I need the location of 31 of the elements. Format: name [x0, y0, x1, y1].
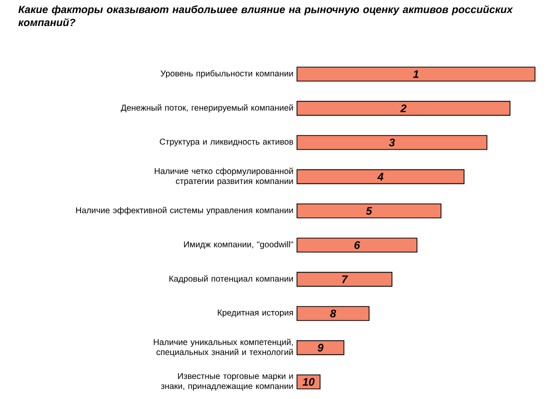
- bar: [296, 374, 320, 390]
- annotation: 9: [318, 344, 324, 352]
- y-tick-label: Денежный поток, генерируемый компанией: [120, 104, 293, 112]
- annotation: 1: [413, 70, 418, 78]
- annotation: 8: [330, 310, 336, 318]
- bar: [296, 340, 344, 356]
- annotation: 7: [342, 276, 348, 284]
- bar: [296, 238, 418, 252]
- annotation: 6: [354, 241, 360, 249]
- annotation: 10: [302, 378, 315, 386]
- bar: [296, 306, 370, 321]
- bar: [296, 135, 488, 150]
- bar: [296, 204, 442, 218]
- annotation: 3: [388, 138, 395, 146]
- y-tick-label: Кредитная история: [218, 310, 293, 318]
- annotation: 2: [400, 104, 406, 112]
- chart-title: Какие факторы оказывают наибольшее влияние на рыночную оценку активов российских компаний?: [18, 5, 514, 26]
- y-tick-label: Уровень прибыльности компании: [160, 70, 293, 78]
- annotation: 4: [377, 172, 384, 180]
- bar: [296, 66, 536, 82]
- y-tick-label: Наличие четко сформулированной стратегии развития компании: [154, 168, 293, 186]
- annotation: 5: [366, 207, 372, 215]
- y-tick-label: Кадровый потенциал компании: [169, 275, 293, 284]
- y-tick-label: Имидж компании, "goodwill": [184, 241, 294, 250]
- y-tick-label: Наличие эффективной системы управления компании: [76, 206, 293, 215]
- y-tick-label: Наличие уникальных компетенций, специальных знаний и технологий: [154, 338, 293, 357]
- y-tick-label: Структура и ликвидность активов: [160, 138, 294, 146]
- bar: [296, 169, 464, 184]
- bar: [296, 272, 392, 287]
- bar: [296, 100, 510, 116]
- y-tick-label: Известные торговые марки и знаки, принадлежащие компании: [161, 373, 293, 391]
